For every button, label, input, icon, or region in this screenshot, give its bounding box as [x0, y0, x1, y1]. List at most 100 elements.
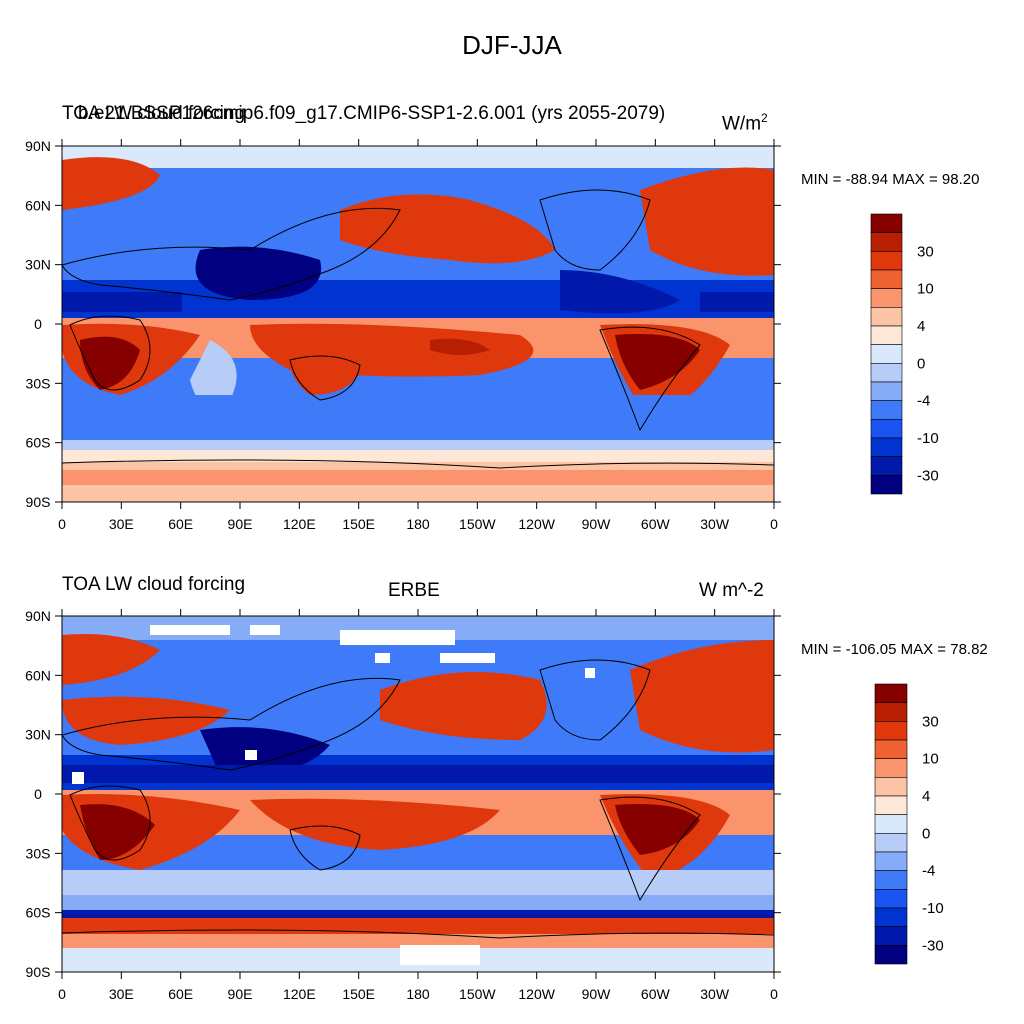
panel1-left-title: TOA LW cloud forcing	[62, 103, 246, 124]
x-tick-label: 0	[58, 516, 66, 532]
x-tick-label: 0	[58, 986, 66, 1002]
x-tick-label: 0	[770, 986, 778, 1002]
x-tick-label: 180	[406, 986, 430, 1002]
colorbar-label: 30	[922, 713, 939, 730]
colorbar-swatch	[874, 907, 908, 927]
x-tick-label: 60E	[168, 516, 193, 532]
panel1-min-max: MIN = -88.94 MAX = 98.20	[801, 171, 980, 188]
y-tick-label: 60S	[26, 435, 51, 451]
colorbar-swatch	[874, 870, 908, 890]
colorbar-label: -4	[917, 393, 930, 410]
panel2-missing-data	[72, 625, 595, 965]
y-tick-label: 90S	[26, 964, 51, 980]
colorbar-swatch	[874, 702, 908, 722]
colorbar-label: -30	[922, 937, 944, 954]
x-tick-label: 90E	[228, 516, 253, 532]
colorbar-swatch	[870, 456, 903, 476]
x-tick-label: 150E	[342, 986, 375, 1002]
y-tick-label: 30N	[25, 257, 51, 273]
colorbar-swatch	[870, 325, 903, 345]
colorbar-swatch	[870, 381, 903, 401]
panel2-map-field	[62, 616, 774, 972]
x-tick-label: 30E	[109, 986, 134, 1002]
colorbar-swatch	[874, 758, 908, 778]
colorbar-label: 30	[917, 243, 934, 260]
colorbar-swatch	[874, 889, 908, 909]
panel1-units-exponent: 2	[761, 111, 768, 125]
colorbar-label: 10	[922, 751, 939, 768]
panel1-map-field	[62, 146, 774, 502]
colorbar-swatch	[874, 945, 908, 965]
y-tick-label: 30S	[26, 375, 51, 391]
panel2-center-title: ERBE	[388, 580, 440, 601]
x-tick-label: 180	[406, 516, 430, 532]
y-tick-label: 60N	[25, 197, 51, 213]
colorbar-label: 0	[922, 825, 930, 842]
y-tick-label: 60N	[25, 667, 51, 683]
colorbar-swatch	[874, 926, 908, 946]
y-tick-label: 0	[34, 786, 42, 802]
panel2-coastlines	[62, 659, 774, 939]
panel2-left-title: TOA LW cloud forcing	[62, 574, 246, 595]
colorbar-swatch	[874, 777, 908, 797]
colorbar-label: 0	[917, 355, 925, 372]
y-tick-label: 30S	[26, 845, 51, 861]
colorbar-label: -10	[922, 900, 944, 917]
x-tick-label: 30E	[109, 516, 134, 532]
colorbar-swatch	[870, 363, 903, 383]
colorbar-swatch	[870, 475, 903, 495]
y-tick-label: 0	[34, 316, 42, 332]
map-axes: 0 30E 60E 90E 120E 150E 180 150W 120W 90W 60W 30W 09…	[25, 138, 781, 1002]
panel1-coastlines	[62, 189, 774, 469]
colorbar-label: -30	[917, 467, 939, 484]
colorbar-swatch	[870, 232, 903, 252]
x-tick-label: 120E	[283, 516, 316, 532]
x-tick-label: 120E	[283, 986, 316, 1002]
panel2-units: W m^-2	[699, 580, 764, 601]
colorbar-swatch	[870, 344, 903, 364]
colorbar-swatch	[874, 739, 908, 759]
x-tick-label: 60E	[168, 986, 193, 1002]
y-tick-label: 30N	[25, 727, 51, 743]
colorbar-swatch	[870, 269, 903, 289]
colorbar-swatch	[870, 251, 903, 271]
x-tick-label: 0	[770, 516, 778, 532]
panel1-units-text: W/m	[722, 113, 762, 135]
colorbar-label: 4	[922, 788, 930, 805]
colorbar-swatch	[870, 400, 903, 420]
x-tick-label: 30W	[700, 986, 730, 1002]
x-tick-label: 150W	[459, 516, 496, 532]
panel1-colorbar: 30 10 4 0 -4 -10 -30	[870, 213, 939, 495]
y-tick-label: 90N	[25, 608, 51, 624]
x-tick-label: 150W	[459, 986, 496, 1002]
x-tick-label: 120W	[518, 516, 555, 532]
colorbar-swatch	[874, 814, 908, 834]
colorbar-swatch	[874, 721, 908, 741]
colorbar-swatch	[870, 213, 903, 233]
colorbar-swatch	[874, 833, 908, 853]
colorbar-label: 4	[917, 318, 925, 335]
x-tick-label: 30W	[700, 516, 730, 532]
panel1-units: W/m2	[722, 111, 768, 135]
colorbar-swatch	[874, 683, 908, 703]
colorbar-swatch	[870, 307, 903, 327]
x-tick-label: 60W	[641, 986, 671, 1002]
colorbar-swatch	[870, 419, 903, 439]
x-tick-label: 90W	[582, 986, 612, 1002]
colorbar-label: -10	[917, 430, 939, 447]
x-tick-label: 60W	[641, 516, 671, 532]
colorbar-label: 10	[917, 281, 934, 298]
colorbar-swatch	[870, 437, 903, 457]
colorbar-swatch	[874, 851, 908, 871]
panel1-case-title: b.e21.BSSP126cmip6.f09_g17.CMIP6-SSP1-2.…	[78, 103, 666, 124]
y-tick-label: 90N	[25, 138, 51, 154]
x-tick-label: 150E	[342, 516, 375, 532]
figure-title: DJF-JJA	[462, 30, 562, 60]
panel2-colorbar: 30 10 4 0 -4 -10 -30	[874, 683, 944, 965]
x-tick-label: 90W	[582, 516, 612, 532]
colorbar-label: -4	[922, 863, 935, 880]
y-tick-label: 60S	[26, 905, 51, 921]
x-tick-label: 90E	[228, 986, 253, 1002]
panel2-min-max: MIN = -106.05 MAX = 78.82	[801, 641, 988, 658]
